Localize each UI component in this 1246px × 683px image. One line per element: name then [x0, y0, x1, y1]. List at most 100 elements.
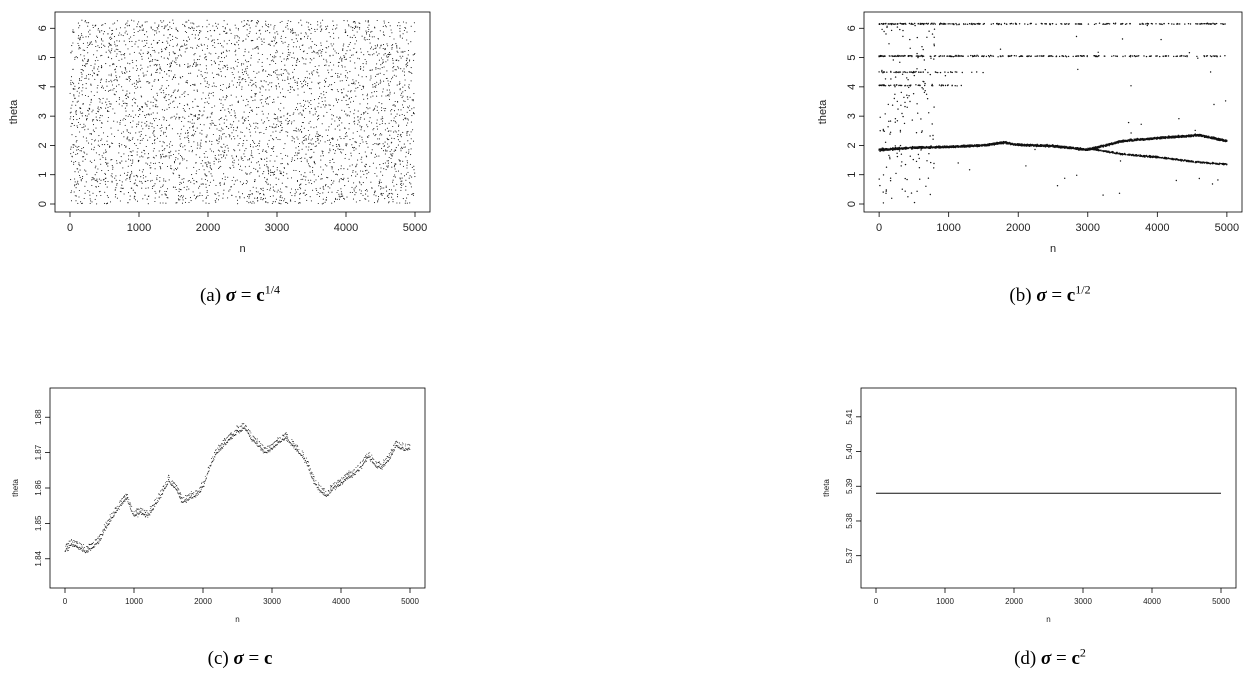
data-point — [87, 128, 89, 130]
data-point — [378, 155, 380, 157]
data-point — [260, 102, 263, 104]
data-point — [385, 186, 387, 189]
data-point — [303, 127, 305, 129]
data-point — [153, 157, 155, 159]
data-point — [388, 54, 391, 56]
data-point — [331, 191, 333, 193]
data-point — [205, 196, 208, 198]
data-point — [334, 81, 336, 84]
data-point — [359, 142, 361, 145]
data-point — [138, 160, 140, 162]
data-point — [162, 185, 164, 187]
data-point — [379, 72, 381, 74]
data-point — [109, 146, 111, 148]
data-point — [224, 66, 227, 68]
data-point — [376, 175, 378, 177]
data-point — [201, 98, 203, 100]
data-point — [153, 49, 155, 51]
data-point — [195, 196, 197, 199]
data-point — [306, 199, 308, 201]
data-point — [107, 144, 109, 146]
data-point — [307, 163, 310, 165]
data-point — [318, 50, 320, 52]
data-point — [105, 51, 107, 53]
data-point — [175, 27, 177, 29]
data-point — [279, 121, 281, 123]
data-point — [82, 103, 84, 105]
data-point — [203, 106, 205, 108]
data-point — [249, 146, 252, 148]
data-point — [114, 177, 116, 179]
data-point — [405, 60, 407, 62]
data-point — [205, 65, 207, 67]
data-point — [331, 138, 333, 140]
data-point — [302, 58, 304, 60]
data-point — [175, 29, 177, 31]
data-point — [209, 165, 211, 167]
data-point — [81, 202, 83, 204]
data-point — [160, 153, 162, 156]
data-point — [292, 137, 294, 139]
data-point — [348, 128, 350, 130]
data-point — [192, 47, 194, 49]
data-point — [368, 135, 370, 137]
data-point — [244, 119, 246, 122]
data-point — [206, 48, 208, 50]
data-point — [140, 95, 142, 97]
data-point — [144, 116, 146, 118]
data-point — [350, 90, 352, 92]
data-point — [154, 162, 156, 164]
data-point — [281, 122, 283, 125]
data-point — [196, 127, 198, 129]
data-point — [107, 33, 109, 35]
data-point — [272, 171, 274, 173]
data-point — [101, 170, 103, 172]
data-point — [242, 182, 245, 184]
data-point — [111, 33, 113, 35]
data-point — [392, 58, 394, 60]
data-point — [321, 136, 323, 138]
data-point — [355, 40, 358, 42]
data-point — [353, 47, 355, 49]
data-point — [249, 190, 251, 192]
data-point — [257, 52, 259, 54]
data-point — [129, 195, 131, 197]
data-point — [366, 188, 368, 191]
data-point — [70, 146, 72, 148]
data-point — [333, 105, 335, 107]
data-point — [118, 40, 120, 42]
data-point — [136, 26, 138, 28]
x-tick-label: 0 — [67, 222, 73, 234]
data-point — [72, 81, 74, 83]
data-point — [311, 71, 313, 73]
data-point — [163, 149, 165, 151]
data-point — [198, 38, 200, 41]
data-point — [280, 102, 282, 104]
data-point — [216, 140, 218, 142]
data-point — [317, 202, 319, 205]
data-point — [360, 184, 362, 186]
data-point — [134, 195, 136, 197]
data-point — [360, 127, 362, 129]
data-point — [302, 192, 304, 194]
data-point — [217, 42, 219, 44]
data-point — [287, 78, 289, 80]
data-point — [146, 124, 148, 126]
data-point — [387, 139, 389, 141]
data-point — [385, 149, 387, 151]
data-point — [334, 120, 336, 122]
data-point — [304, 139, 306, 141]
data-point — [124, 102, 126, 104]
data-point — [410, 121, 412, 123]
data-point — [70, 76, 73, 78]
data-point — [129, 41, 131, 43]
data-point — [335, 98, 337, 100]
data-point — [175, 118, 177, 120]
data-point — [273, 28, 275, 30]
data-point — [385, 26, 387, 28]
data-point — [332, 20, 334, 22]
data-point — [323, 79, 326, 81]
data-point — [396, 183, 398, 185]
data-point — [354, 146, 356, 148]
data-point — [78, 162, 80, 164]
